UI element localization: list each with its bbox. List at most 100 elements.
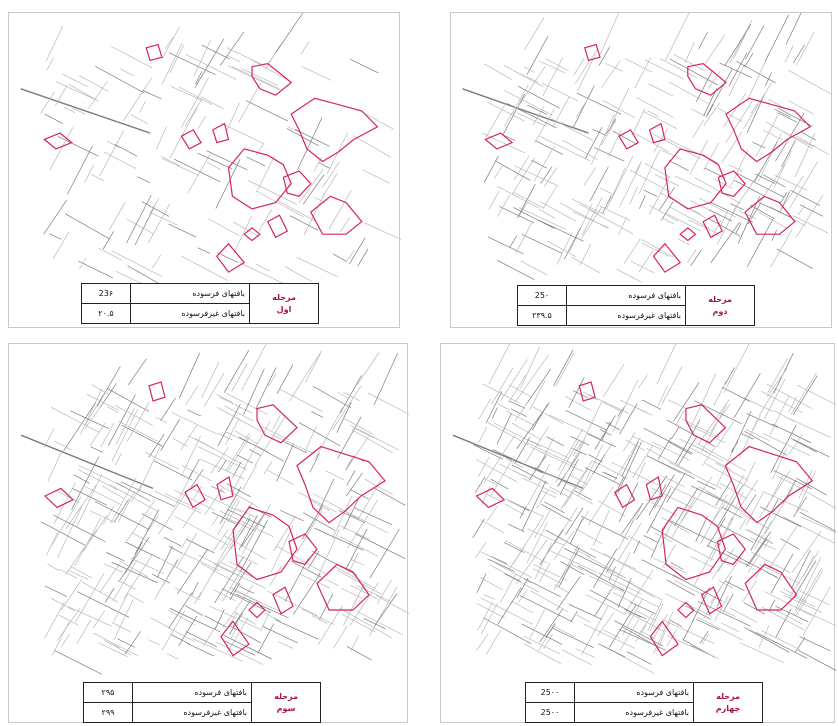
street-segment bbox=[723, 344, 750, 394]
street-segment bbox=[763, 174, 786, 188]
street-segment bbox=[622, 598, 643, 635]
street-segment bbox=[247, 180, 297, 205]
street-segment bbox=[232, 600, 251, 627]
street-segment bbox=[696, 616, 743, 641]
street-segment bbox=[175, 587, 201, 601]
street-segment bbox=[552, 95, 570, 127]
street-segment bbox=[666, 213, 702, 232]
street-segment bbox=[487, 422, 529, 446]
street-segment bbox=[220, 562, 258, 580]
street-segment bbox=[86, 393, 119, 411]
street-segment bbox=[798, 470, 813, 499]
street-segment bbox=[677, 436, 697, 466]
street-segment bbox=[204, 487, 224, 516]
street-segment bbox=[695, 70, 713, 103]
street-segment bbox=[50, 597, 75, 612]
street-segment bbox=[597, 500, 626, 517]
street-segment bbox=[589, 209, 633, 235]
street-segment bbox=[210, 446, 229, 474]
street-segment bbox=[70, 566, 93, 579]
street-segment bbox=[223, 349, 250, 393]
street-segment bbox=[312, 550, 358, 576]
street-segment bbox=[511, 422, 543, 441]
street-segment bbox=[543, 167, 558, 188]
street-segment bbox=[507, 500, 530, 512]
street-segment bbox=[572, 85, 595, 129]
street-segment bbox=[332, 496, 353, 540]
street-segment bbox=[754, 141, 778, 183]
street-segment bbox=[337, 416, 362, 459]
street-segment bbox=[240, 67, 279, 86]
street-segment bbox=[521, 480, 547, 531]
street-segment bbox=[627, 581, 656, 598]
street-segment bbox=[645, 499, 677, 516]
street-segment bbox=[791, 549, 811, 589]
street-segment bbox=[687, 219, 717, 234]
street-segment bbox=[764, 378, 786, 420]
street-segment bbox=[311, 615, 328, 624]
street-segment bbox=[699, 486, 741, 510]
street-segment bbox=[46, 57, 54, 71]
street-segment bbox=[175, 462, 199, 506]
street-segment bbox=[555, 352, 575, 387]
street-segment bbox=[497, 194, 511, 217]
street-segment bbox=[505, 503, 525, 516]
street-segment bbox=[161, 610, 186, 651]
street-segment bbox=[339, 217, 351, 233]
street-segment bbox=[546, 436, 564, 446]
street-segment bbox=[217, 252, 238, 263]
map-canvas bbox=[452, 344, 836, 674]
street-segment bbox=[503, 542, 525, 553]
street-segment bbox=[601, 60, 621, 88]
district-outline bbox=[216, 242, 246, 273]
street-segment bbox=[600, 187, 613, 195]
street-segment bbox=[241, 344, 267, 391]
street-segment bbox=[532, 106, 545, 126]
street-segment bbox=[605, 558, 616, 573]
street-segment bbox=[518, 202, 528, 217]
street-segment bbox=[293, 573, 321, 615]
street-segment bbox=[617, 522, 642, 561]
district-outline bbox=[661, 506, 727, 581]
street-segment bbox=[764, 14, 790, 62]
street-segment bbox=[714, 595, 729, 622]
street-segment bbox=[638, 250, 654, 273]
street-segment bbox=[364, 478, 393, 495]
street-segment bbox=[367, 392, 409, 415]
street-segment bbox=[530, 590, 569, 613]
street-segment bbox=[99, 383, 117, 409]
street-segment bbox=[517, 85, 560, 109]
street-segment bbox=[745, 429, 770, 442]
street-segment bbox=[770, 229, 793, 268]
street-segment bbox=[621, 502, 644, 535]
street-segment bbox=[579, 243, 592, 266]
street-segment bbox=[238, 83, 261, 123]
street-segment bbox=[791, 530, 822, 573]
street-segment bbox=[197, 247, 211, 254]
street-segment bbox=[484, 478, 498, 486]
street-segment bbox=[102, 231, 114, 250]
street-segment bbox=[539, 562, 551, 583]
street-segment bbox=[764, 591, 813, 616]
street-segment bbox=[487, 558, 515, 572]
district-outlines bbox=[484, 43, 812, 273]
street-segment bbox=[242, 464, 257, 490]
street-segment bbox=[643, 111, 678, 130]
street-segment bbox=[89, 422, 106, 446]
street-segment bbox=[339, 525, 370, 540]
street-segment bbox=[661, 366, 683, 405]
street-segment bbox=[579, 203, 599, 215]
street-segment bbox=[185, 631, 218, 648]
street-segment bbox=[526, 36, 549, 75]
street-segment bbox=[350, 424, 399, 451]
street-segment bbox=[775, 605, 809, 623]
street-segment bbox=[776, 610, 803, 625]
street-segment bbox=[747, 553, 760, 573]
street-segment bbox=[212, 514, 219, 526]
street-segment bbox=[619, 629, 667, 651]
street-segment bbox=[544, 501, 565, 514]
street-segment bbox=[509, 374, 526, 401]
street-segment bbox=[496, 259, 535, 280]
street-segment bbox=[274, 619, 319, 640]
street-segment bbox=[619, 399, 648, 414]
